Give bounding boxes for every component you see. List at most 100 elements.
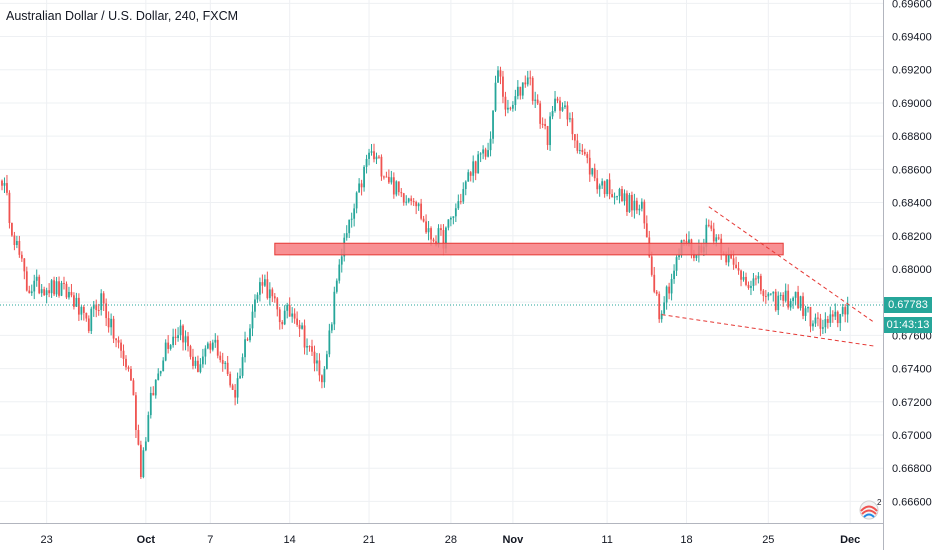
resistance-zone-rectangle[interactable] (274, 242, 784, 256)
candle-body (6, 183, 8, 193)
y-tick-label: 0.68000 (892, 264, 932, 276)
candle-body (541, 123, 544, 125)
candle-body (221, 359, 224, 364)
candle-body (63, 282, 65, 284)
candle-body (147, 415, 150, 442)
candle-body (112, 318, 115, 339)
candle (531, 76, 534, 105)
candle (777, 291, 780, 315)
candle-body (626, 193, 628, 212)
candle-body (752, 278, 755, 286)
candle (546, 125, 549, 150)
candle-body (149, 392, 152, 416)
candle-body (764, 295, 767, 297)
candle-body (283, 310, 286, 325)
y-tick-label: 0.69400 (892, 32, 932, 44)
candle (373, 143, 375, 163)
candle-body (710, 225, 713, 229)
candle-body (422, 218, 425, 222)
candle-body (92, 304, 95, 309)
candle-body (556, 98, 559, 101)
candle-body (330, 324, 333, 331)
candle (201, 348, 204, 368)
candle-body (333, 291, 336, 325)
candle (8, 190, 11, 229)
candle-body (80, 306, 83, 315)
candle-body (50, 280, 53, 294)
candle-body (189, 346, 192, 357)
candle-body (139, 444, 142, 478)
last-price-badge: 0.67783 (884, 297, 932, 313)
candle (159, 370, 162, 377)
candle-body (216, 339, 219, 356)
candle-body (767, 293, 770, 297)
candle-body (293, 313, 296, 319)
candle-body (425, 221, 427, 233)
candle-body (821, 327, 824, 329)
candle (85, 312, 88, 322)
candle (561, 102, 564, 112)
candle-body (239, 375, 241, 379)
candle (3, 177, 6, 193)
candle (70, 283, 73, 298)
candle-body (172, 336, 175, 346)
candle-body (420, 203, 423, 219)
candle-body (640, 201, 643, 209)
candle-body (25, 271, 28, 291)
candle (50, 278, 53, 298)
drawings[interactable] (0, 206, 883, 347)
candle-body (519, 86, 522, 96)
candle-body (65, 283, 68, 298)
candle (338, 259, 341, 284)
candle-body (618, 189, 621, 197)
candle-body (350, 218, 353, 220)
candle-body (655, 291, 658, 294)
wedge-upper-trendline[interactable] (708, 206, 876, 324)
candle-body (13, 235, 16, 245)
candle (578, 142, 581, 155)
wedge-lower-trendline[interactable] (661, 314, 876, 347)
candle-body (107, 318, 110, 328)
candle-body (28, 290, 31, 294)
candle-body (732, 258, 735, 265)
candle (774, 288, 777, 312)
candle-body (276, 298, 279, 310)
candle (583, 148, 586, 156)
candle-body (787, 290, 790, 308)
candle (82, 305, 85, 321)
candle-body (142, 450, 145, 478)
candle (554, 90, 556, 113)
tradingview-logo-icon[interactable]: 2 (855, 496, 887, 520)
candle (524, 75, 527, 88)
candle (152, 386, 155, 396)
candle-body (817, 317, 819, 319)
candle (276, 296, 279, 317)
candle (189, 344, 192, 360)
candle (472, 155, 475, 183)
candle-body (135, 395, 137, 430)
candle (167, 335, 170, 354)
candle-body (613, 196, 616, 198)
y-tick-label: 0.68400 (892, 198, 932, 210)
candle (127, 365, 130, 372)
candle-body (385, 176, 388, 178)
candle-body (340, 256, 343, 265)
candle-body (524, 82, 527, 85)
candle (73, 292, 75, 310)
candle-body (179, 325, 182, 336)
candle (281, 320, 284, 330)
candle-body (757, 275, 760, 279)
candle (135, 392, 137, 438)
candle-body (772, 291, 775, 294)
candle (511, 101, 514, 112)
candle-body (125, 358, 127, 368)
candle-body (259, 282, 261, 295)
candle (125, 355, 127, 371)
candle-body (432, 239, 435, 242)
candle-body (695, 255, 698, 259)
y-tick-label: 0.68200 (892, 231, 932, 243)
candle (120, 339, 122, 358)
candle (241, 353, 244, 379)
